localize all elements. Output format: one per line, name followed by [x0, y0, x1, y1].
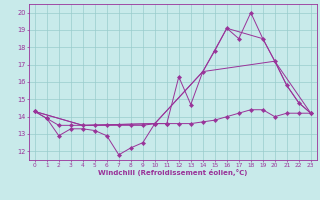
X-axis label: Windchill (Refroidissement éolien,°C): Windchill (Refroidissement éolien,°C)	[98, 169, 247, 176]
